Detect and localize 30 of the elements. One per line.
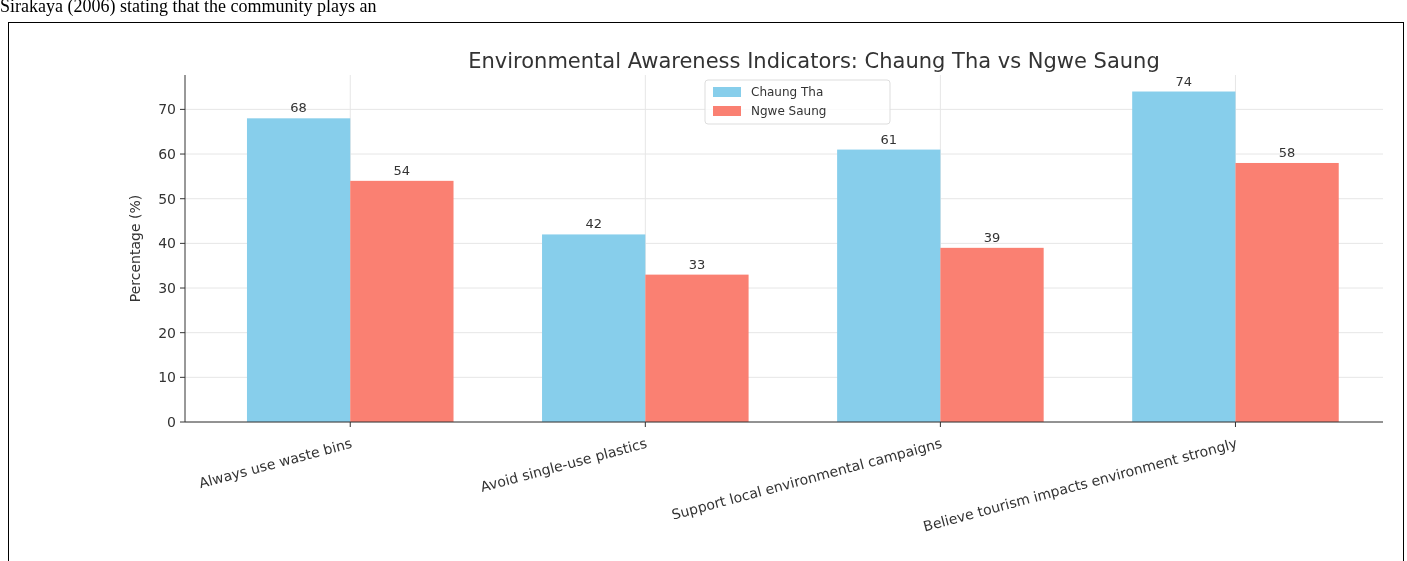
bar [1132, 91, 1236, 422]
data-label: 39 [983, 229, 1001, 245]
data-label: 61 [880, 131, 898, 147]
data-label: 33 [688, 256, 706, 272]
data-label: 54 [393, 162, 411, 178]
chart-title: Environmental Awareness Indicators: Chaung Tha vs Ngwe Saung [468, 49, 1160, 73]
y-tick-label: 20 [158, 324, 176, 341]
y-tick-label: 10 [158, 369, 176, 386]
bar [837, 149, 941, 422]
text: Sirakaya (2006) stating that the community plays an [0, 0, 377, 17]
y-tick-label: 0 [167, 413, 176, 430]
bar [645, 274, 749, 422]
legend-label: Chaung Tha [751, 85, 824, 100]
x-tick-label: Always use waste bins [197, 434, 354, 492]
bar [542, 234, 646, 422]
legend-label: Ngwe Saung [751, 104, 827, 119]
y-tick-label: 70 [158, 101, 176, 118]
data-label: 42 [585, 216, 602, 232]
bar [246, 118, 351, 422]
y-tick-label: 30 [158, 279, 176, 296]
y-axis-title: Percentage (%) [127, 194, 143, 303]
y-tick-label: 50 [158, 190, 176, 207]
bar [350, 180, 454, 422]
data-label: 74 [1175, 73, 1193, 89]
bar [1235, 162, 1339, 422]
y-tick-label: 60 [158, 145, 176, 162]
data-label: 58 [1278, 144, 1296, 160]
bar [940, 247, 1044, 422]
data-label: 68 [290, 100, 307, 116]
y-tick-label: 40 [158, 235, 176, 252]
